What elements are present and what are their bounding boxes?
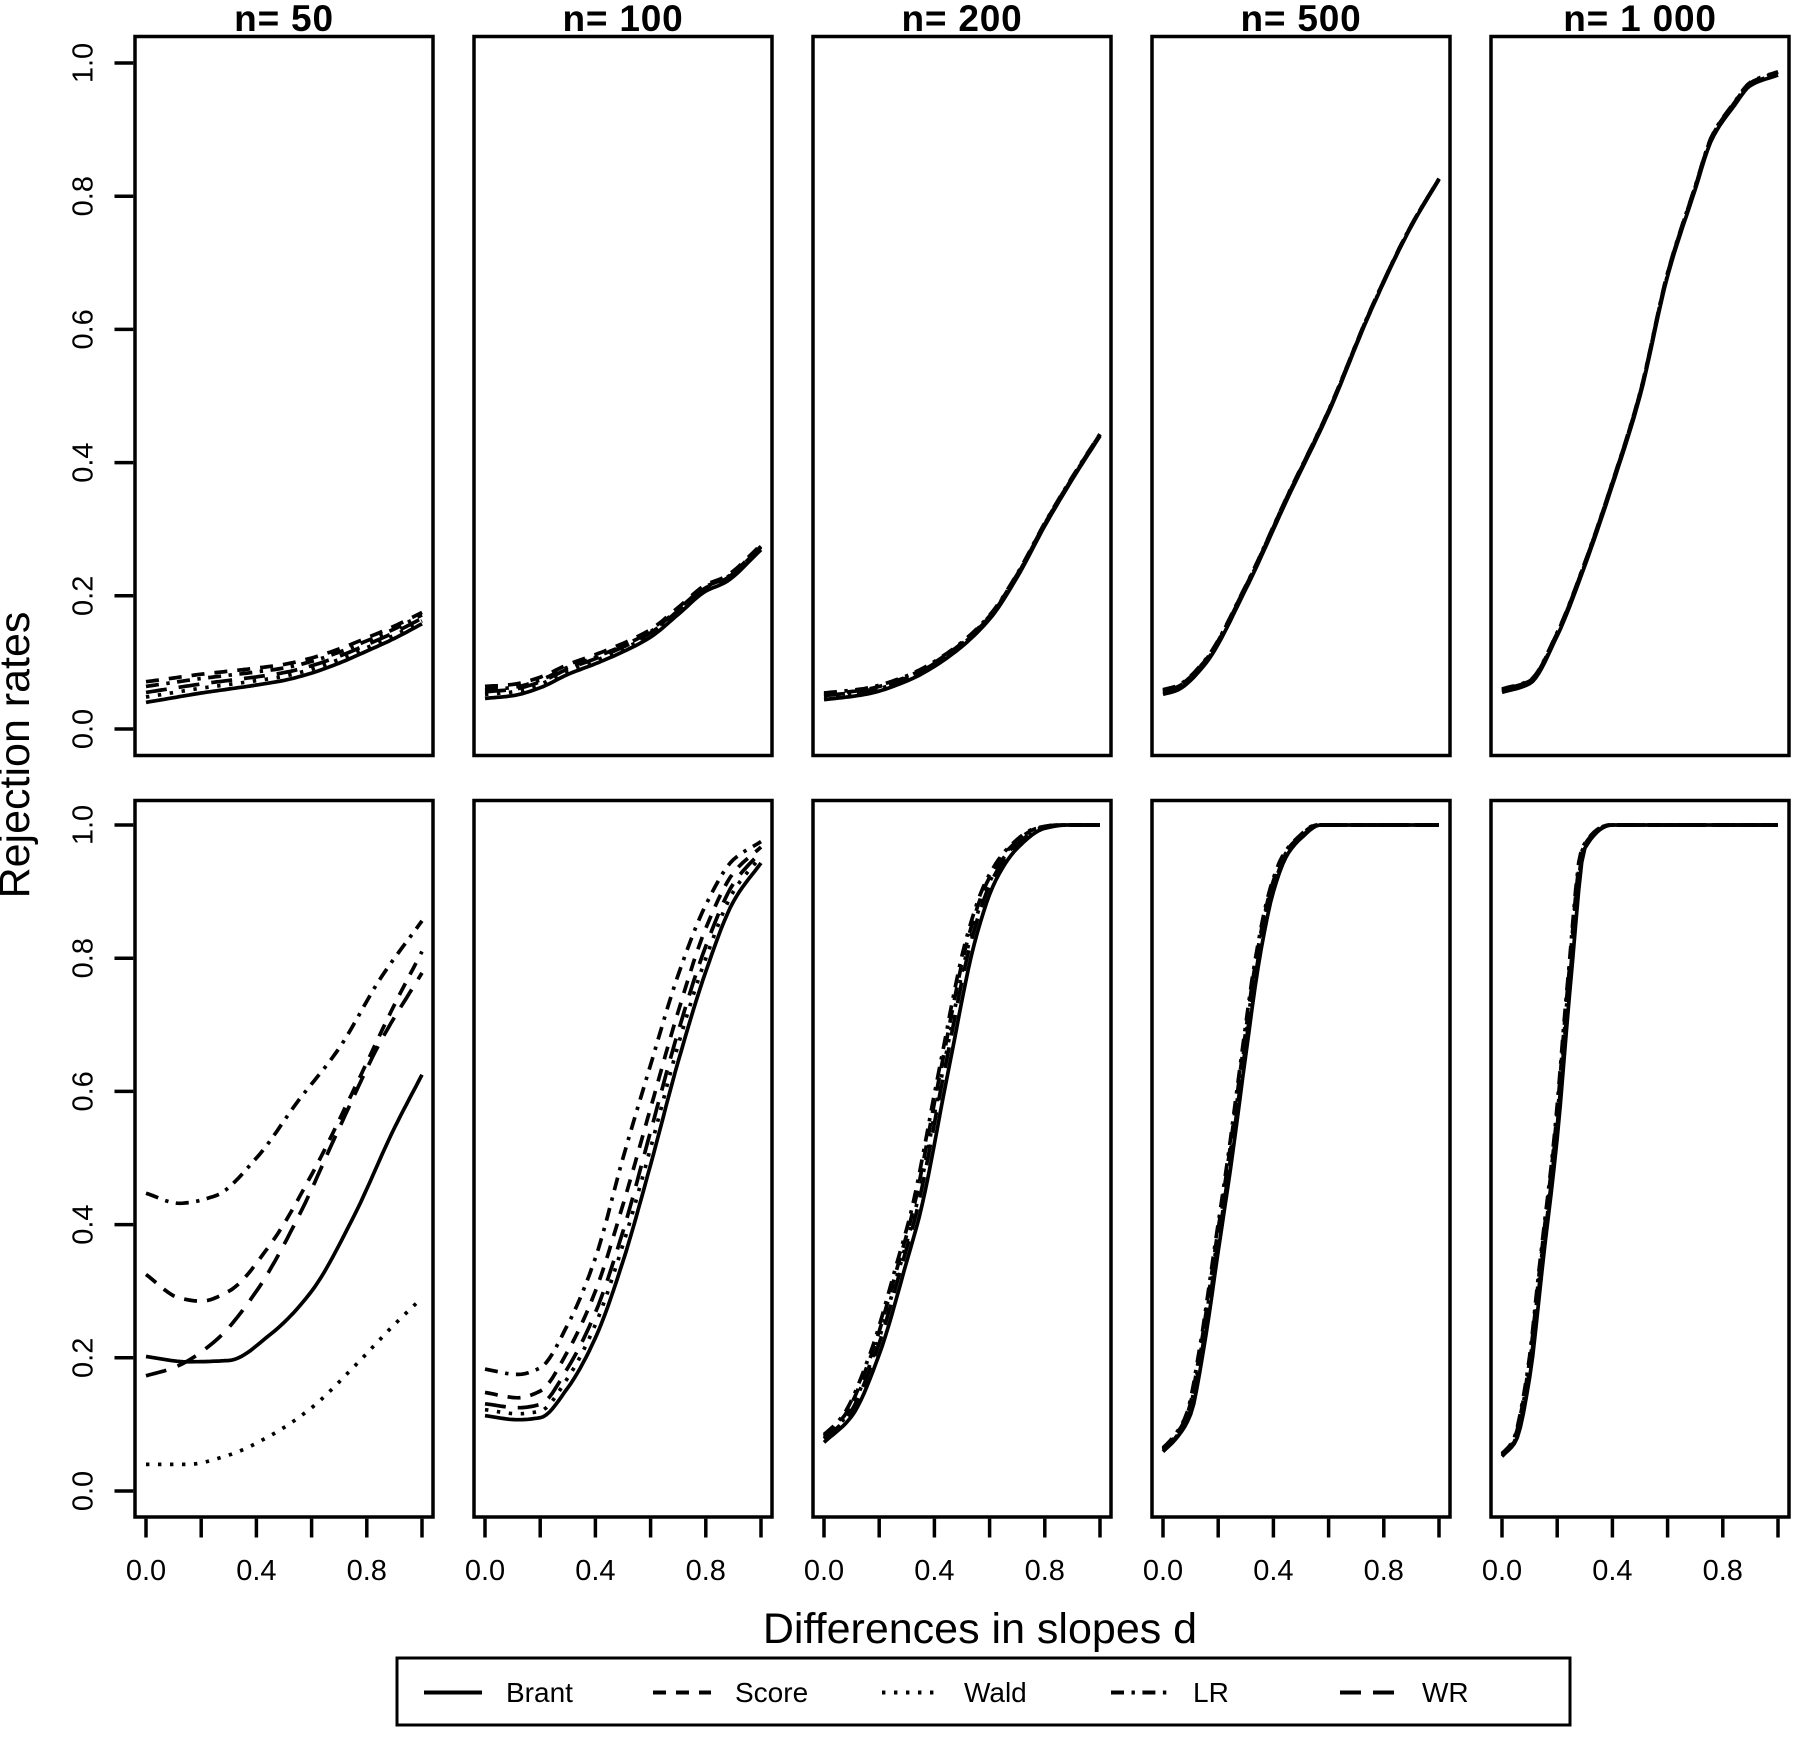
svg-text:1.0: 1.0 (68, 805, 100, 845)
svg-text:LR: LR (1193, 1677, 1229, 1708)
svg-text:n= 50: n= 50 (234, 0, 334, 39)
svg-text:n= 500: n= 500 (1240, 0, 1361, 39)
svg-text:0.8: 0.8 (68, 176, 100, 216)
svg-text:Brant: Brant (506, 1677, 573, 1708)
svg-text:n= 1 000: n= 1 000 (1563, 0, 1716, 39)
svg-text:0.4: 0.4 (68, 1204, 100, 1244)
svg-text:0.4: 0.4 (68, 442, 100, 482)
svg-text:n= 100: n= 100 (562, 0, 683, 39)
svg-text:0.4: 0.4 (1253, 1555, 1293, 1587)
svg-text:0.0: 0.0 (804, 1555, 844, 1587)
svg-text:0.0: 0.0 (68, 709, 100, 749)
svg-text:1.0: 1.0 (68, 43, 100, 83)
svg-text:0.0: 0.0 (68, 1471, 100, 1511)
svg-text:Differences in slopes d: Differences in slopes d (763, 1605, 1197, 1653)
svg-text:0.4: 0.4 (914, 1555, 954, 1587)
svg-text:0.6: 0.6 (68, 1071, 100, 1111)
svg-text:WR: WR (1422, 1677, 1469, 1708)
svg-text:0.8: 0.8 (1364, 1555, 1404, 1587)
svg-text:0.8: 0.8 (1703, 1555, 1743, 1587)
svg-text:0.0: 0.0 (126, 1555, 166, 1587)
svg-text:n= 200: n= 200 (901, 0, 1022, 39)
svg-text:0.4: 0.4 (1592, 1555, 1632, 1587)
svg-text:0.4: 0.4 (236, 1555, 276, 1587)
svg-text:0.6: 0.6 (68, 309, 100, 349)
svg-text:0.8: 0.8 (68, 938, 100, 978)
svg-text:0.2: 0.2 (68, 576, 100, 616)
svg-text:Score: Score (735, 1677, 808, 1708)
svg-text:0.2: 0.2 (68, 1338, 100, 1378)
svg-text:Rejection rates: Rejection rates (0, 612, 39, 899)
svg-text:0.0: 0.0 (465, 1555, 505, 1587)
svg-text:0.8: 0.8 (347, 1555, 387, 1587)
svg-text:Wald: Wald (964, 1677, 1027, 1708)
svg-text:0.0: 0.0 (1143, 1555, 1183, 1587)
svg-text:0.8: 0.8 (1025, 1555, 1065, 1587)
svg-text:0.8: 0.8 (686, 1555, 726, 1587)
svg-text:0.4: 0.4 (575, 1555, 615, 1587)
svg-text:0.0: 0.0 (1482, 1555, 1522, 1587)
